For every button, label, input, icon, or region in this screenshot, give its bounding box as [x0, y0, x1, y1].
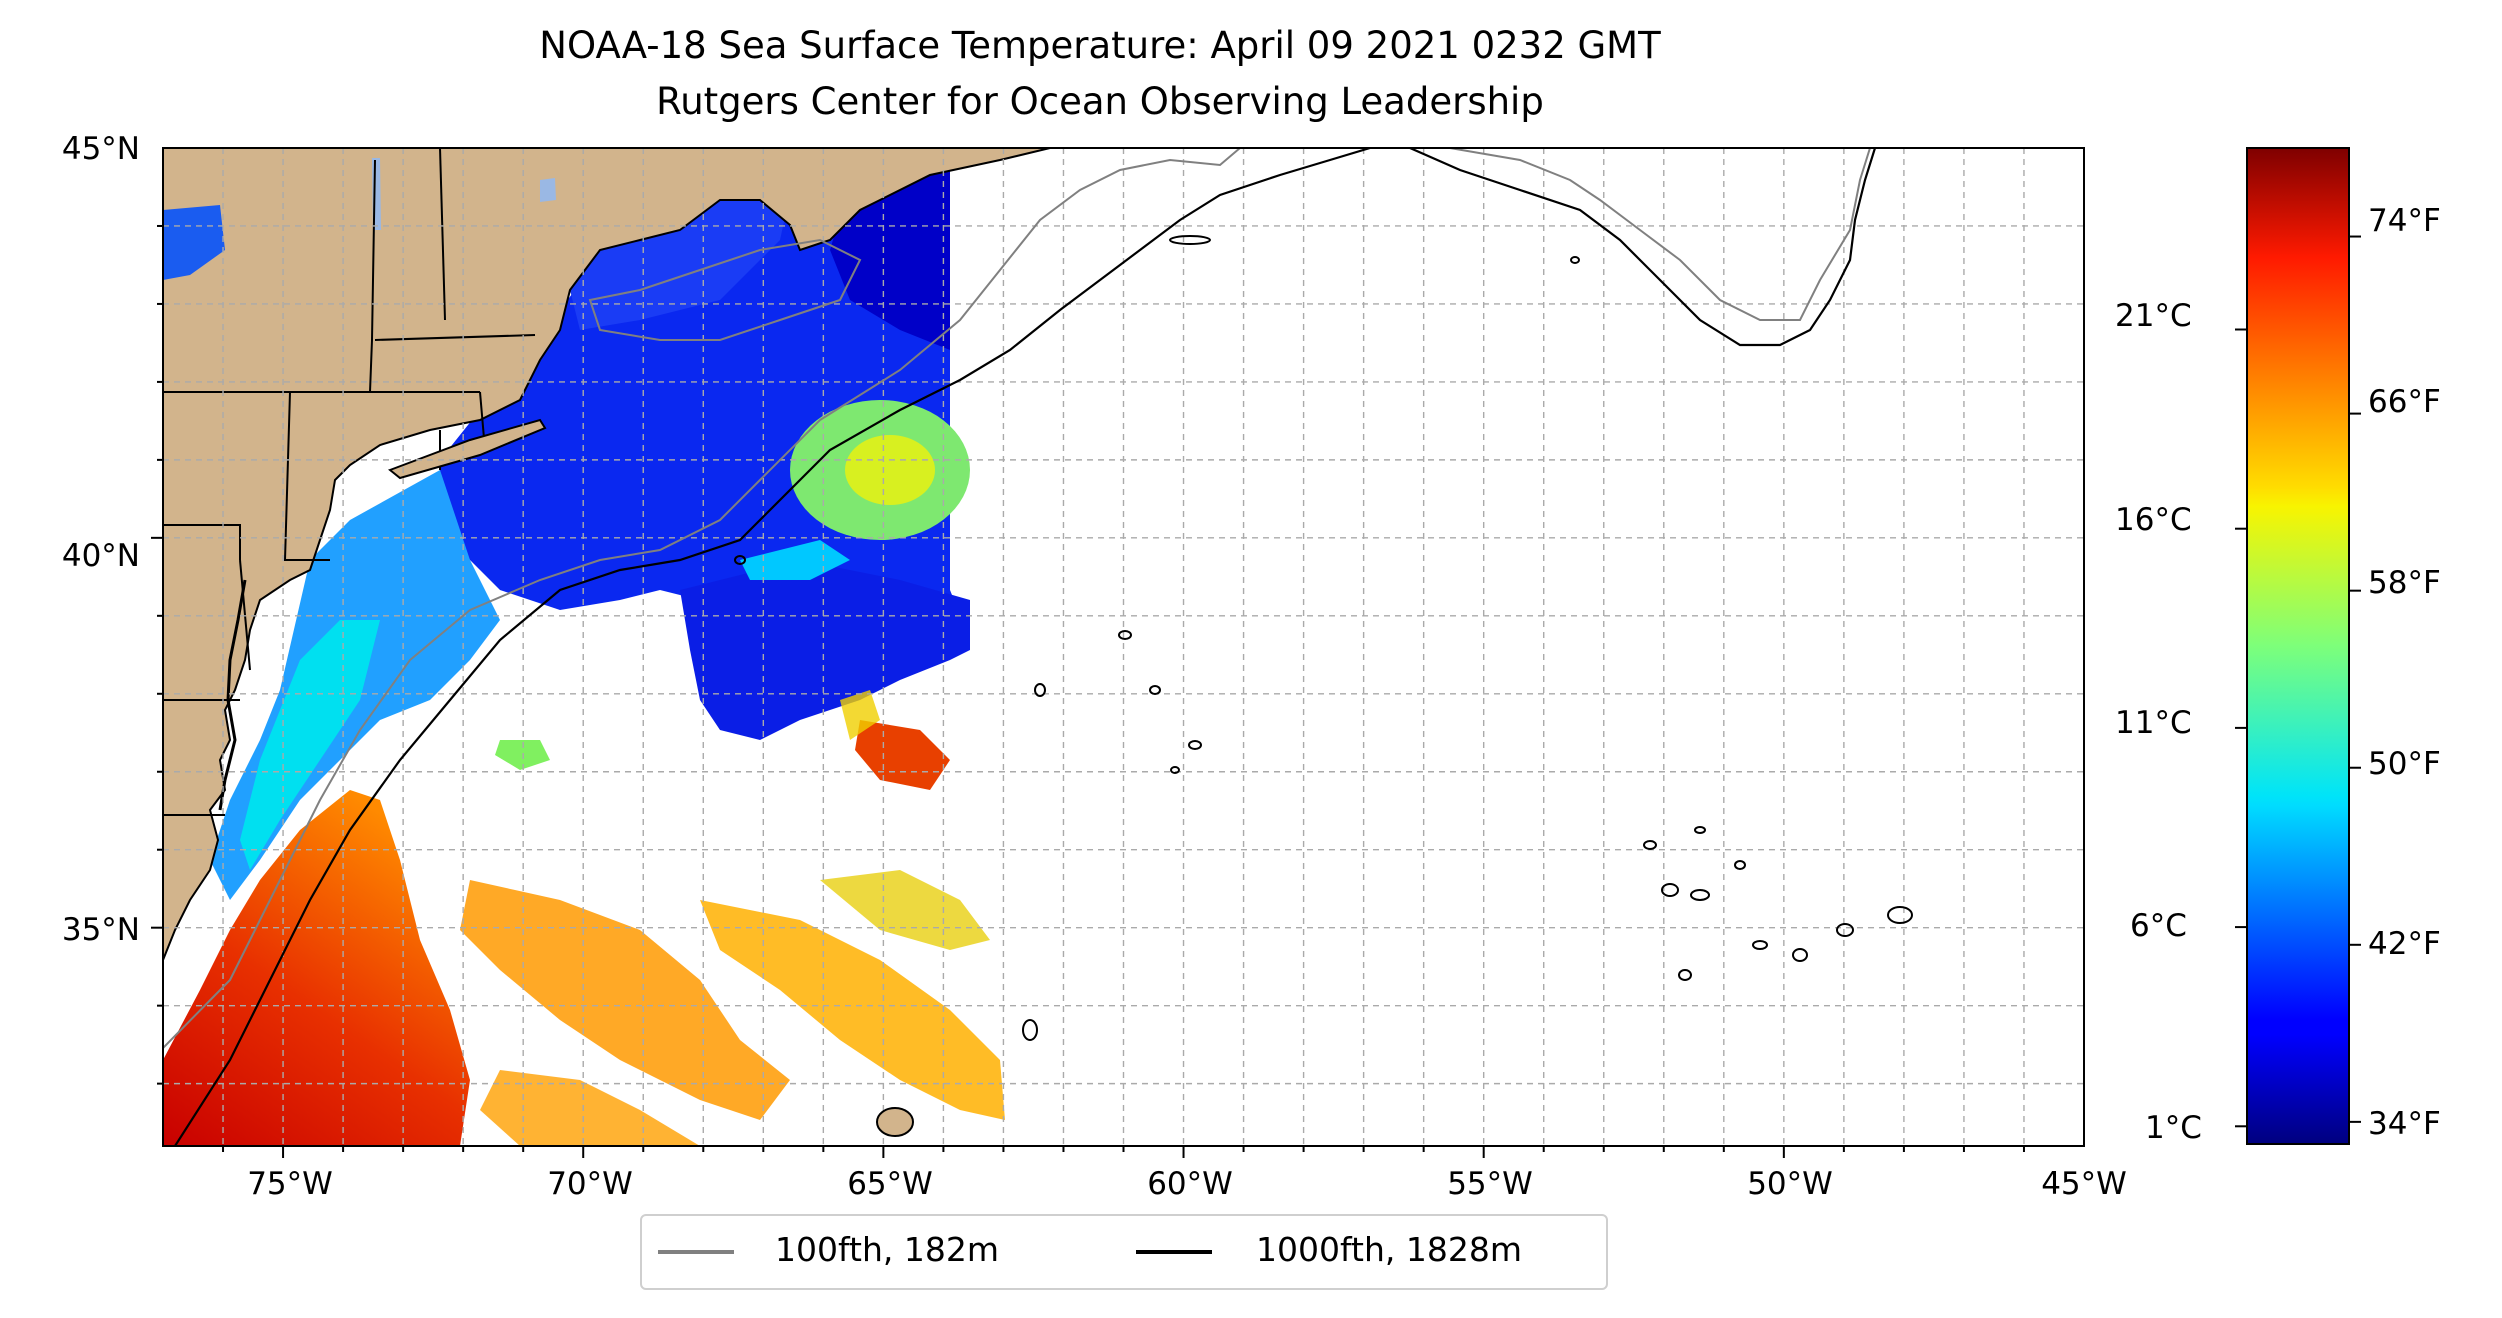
colorbar-gradient — [2246, 147, 2350, 1145]
lon-label-75w: 75°W — [247, 1166, 333, 1202]
lake-winnipesaukee — [540, 178, 556, 202]
legend-swatch-1000fth — [1136, 1250, 1212, 1254]
sst-sargasso-orange-2 — [700, 900, 1005, 1120]
colorbar-fahrenheit-58: 58°F — [2368, 565, 2441, 601]
lon-label-45w: 45°W — [2041, 1166, 2127, 1202]
bermuda-island — [876, 1107, 914, 1137]
colorbar-celsius-21: 21°C — [2115, 298, 2192, 334]
lon-label-65w: 65°W — [847, 1166, 933, 1202]
colorbar-celsius-6: 6°C — [2130, 908, 2187, 944]
map-subtitle: Rutgers Center for Ocean Observing Leade… — [656, 80, 1544, 123]
map-gridlines — [163, 148, 2084, 1146]
lat-label-45n: 45°N — [61, 131, 140, 167]
contour-100fth — [163, 148, 1241, 1049]
legend-label-1000fth: 1000fth, 1828m — [1256, 1230, 1522, 1269]
lon-label-55w: 55°W — [1447, 1166, 1533, 1202]
map-title: NOAA-18 Sea Surface Temperature: April 0… — [539, 24, 1661, 67]
contour-1000fth — [174, 148, 1371, 1146]
lat-label-40n: 40°N — [61, 538, 140, 574]
lon-label-70w: 70°W — [547, 1166, 633, 1202]
colorbar-fahrenheit-34: 34°F — [2368, 1106, 2441, 1142]
contour-100fth-grandbanks — [1449, 148, 1871, 321]
sst-sargasso-yellow — [820, 870, 990, 950]
sst-sargasso-orange-1 — [460, 880, 790, 1120]
sst-eddy-yellow — [840, 690, 880, 740]
legend-label-100fth: 100fth, 182m — [775, 1230, 999, 1269]
sst-gulf-stream-warm — [163, 790, 470, 1146]
contour-1000fth-east — [1409, 148, 1877, 347]
axis-ticks — [151, 224, 2025, 1158]
colorbar-celsius-11: 11°C — [2115, 705, 2192, 741]
lon-label-60w: 60°W — [1147, 1166, 1233, 1202]
colorbar-fahrenheit-66: 66°F — [2368, 384, 2441, 420]
long-island — [388, 418, 547, 480]
sst-slope-blue-water — [680, 560, 970, 740]
legend-swatch-100fth — [658, 1250, 734, 1254]
sst-gulf-stream-filament — [740, 540, 850, 580]
colorbar-celsius-16: 16°C — [2115, 502, 2192, 538]
seamount-contours — [734, 235, 1913, 1041]
lon-label-50w: 50°W — [1747, 1166, 1833, 1202]
sst-sargasso-orange-3 — [480, 1070, 700, 1146]
sst-eddy-red — [855, 720, 950, 790]
sst-warm-ring-core — [845, 435, 935, 505]
colorbar-fahrenheit-42: 42°F — [2368, 926, 2441, 962]
colorbar-ticks — [2235, 235, 2361, 1128]
chesapeake-bay — [218, 579, 247, 811]
colorbar-celsius-1: 1°C — [2145, 1110, 2202, 1146]
colorbar-fahrenheit-50: 50°F — [2368, 746, 2441, 782]
state-borders — [163, 148, 536, 816]
sst-nearshore-cyan — [240, 620, 380, 870]
contour-legend: 100fth, 182m 1000fth, 1828m — [640, 1214, 1608, 1290]
lat-label-35n: 35°N — [61, 912, 140, 948]
lake-ontario-edge — [163, 205, 225, 280]
contour-100fth-gom — [588, 238, 862, 341]
map-plot-area — [163, 148, 2084, 1146]
colorbar-fahrenheit-74: 74°F — [2368, 203, 2441, 239]
